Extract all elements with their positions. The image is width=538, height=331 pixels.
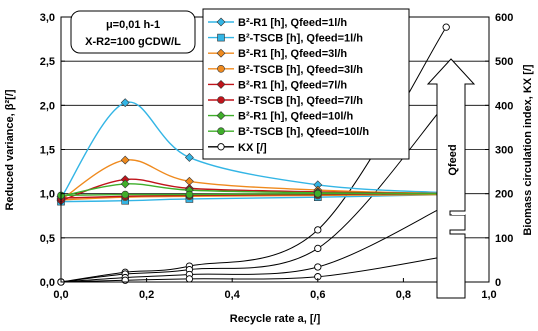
y-tick-label: 0,0 xyxy=(40,277,55,289)
arrow-gap-1 xyxy=(452,213,465,215)
x-tick-label: 0,2 xyxy=(139,289,154,301)
y-tick-label: 2,5 xyxy=(40,56,55,68)
legend-label: B²-TSCB [h], Qfeed=1l/h xyxy=(238,33,363,45)
x-tick-label: 0,0 xyxy=(53,289,68,301)
legend-swatch-marker xyxy=(216,79,226,89)
legend-swatch-marker xyxy=(216,48,226,58)
annotation-line2: X-R2=100 gCDW/L xyxy=(85,36,181,48)
annotation-frame xyxy=(70,10,196,54)
data-point xyxy=(313,189,322,198)
data-point xyxy=(184,153,194,162)
y2-tick-label: 100 xyxy=(495,233,513,245)
legend-swatch-marker xyxy=(217,65,225,73)
x-tick-label: 0,8 xyxy=(396,289,411,301)
x-axis-title: Recycle rate a, [/] xyxy=(230,313,321,325)
y-axis-title: Reduced variance, β²[/] xyxy=(4,89,16,210)
legend-label: B²-R1 [h], Qfeed=7l/h xyxy=(238,79,347,91)
x-tick-label: 0,6 xyxy=(310,289,325,301)
x-tick-label: 0,4 xyxy=(225,289,241,301)
legend-swatch-marker xyxy=(217,33,225,42)
legend-label: B²-TSCB [h], Qfeed=3l/h xyxy=(238,64,363,76)
series-line xyxy=(60,159,447,201)
annotation-box: μ=0,01 h-1 X-R2=100 gCDW/L xyxy=(70,10,196,54)
y2-tick-label: 400 xyxy=(495,100,513,112)
legend-label: B²-TSCB [h], Qfeed=10l/h xyxy=(238,126,369,138)
x-tick-label: 1,0 xyxy=(481,289,496,301)
data-point xyxy=(120,179,130,189)
legend-label: B²-R1 [h], Qfeed=3l/h xyxy=(238,48,347,60)
legend-swatch-marker xyxy=(216,17,226,27)
qfeed-arrow: Qfeed xyxy=(426,58,476,299)
data-point xyxy=(185,275,194,283)
y-tick-label: 1,5 xyxy=(40,145,55,157)
series-line xyxy=(60,193,447,201)
legend-swatch-marker xyxy=(217,127,225,135)
legend-label: B²-R1 [h], Qfeed=1l/h xyxy=(238,17,347,29)
y-tick-label: 2,0 xyxy=(40,100,55,112)
series-line xyxy=(60,255,447,283)
legend-swatch-marker xyxy=(216,111,226,121)
data-point xyxy=(185,190,194,199)
y2-tick-label: 500 xyxy=(495,56,513,68)
data-point xyxy=(121,190,129,199)
y2-axis-title: Biomass circulation index, KX [/] xyxy=(522,64,534,235)
legend: B²-R1 [h], Qfeed=1l/h B²-TSCB [h], Qfeed=… xyxy=(202,8,410,160)
data-point xyxy=(442,23,450,31)
arrow-label: Qfeed xyxy=(447,144,459,175)
legend-frame xyxy=(202,8,410,160)
tick-labels: 0,0 0,5 1,0 1,5 2,0 2,5 3,0 0 100 200 300 400 500 600… xyxy=(40,12,514,301)
data-point xyxy=(120,98,130,108)
legend-swatch-marker xyxy=(217,96,225,104)
data-point xyxy=(120,155,130,165)
y-tick-label: 3,0 xyxy=(40,12,55,24)
y2-tick-label: 600 xyxy=(495,12,513,24)
series-lines xyxy=(60,26,447,283)
legend-label: B²-TSCB [h], Qfeed=7l/h xyxy=(238,95,363,107)
legend-swatch-marker xyxy=(217,143,225,151)
legend-label: KX [/] xyxy=(238,142,267,154)
y-tick-label: 1,0 xyxy=(40,189,55,201)
series-line xyxy=(60,192,447,197)
data-point xyxy=(314,244,322,253)
y2-tick-label: 300 xyxy=(495,145,513,157)
series-line xyxy=(60,205,447,283)
series-line xyxy=(60,102,447,283)
axis-ticks xyxy=(60,16,490,283)
data-point xyxy=(314,226,322,234)
y-tick-label: 0,5 xyxy=(40,233,55,245)
data-point xyxy=(314,263,322,271)
arrow-shape xyxy=(426,58,476,299)
series-line xyxy=(60,193,447,203)
y2-tick-label: 0 xyxy=(495,277,501,289)
y2-tick-label: 200 xyxy=(495,189,513,201)
annotation-line1: μ=0,01 h-1 xyxy=(106,19,160,31)
legend-label: B²-R1 [h], Qfeed=10l/h xyxy=(238,111,353,123)
